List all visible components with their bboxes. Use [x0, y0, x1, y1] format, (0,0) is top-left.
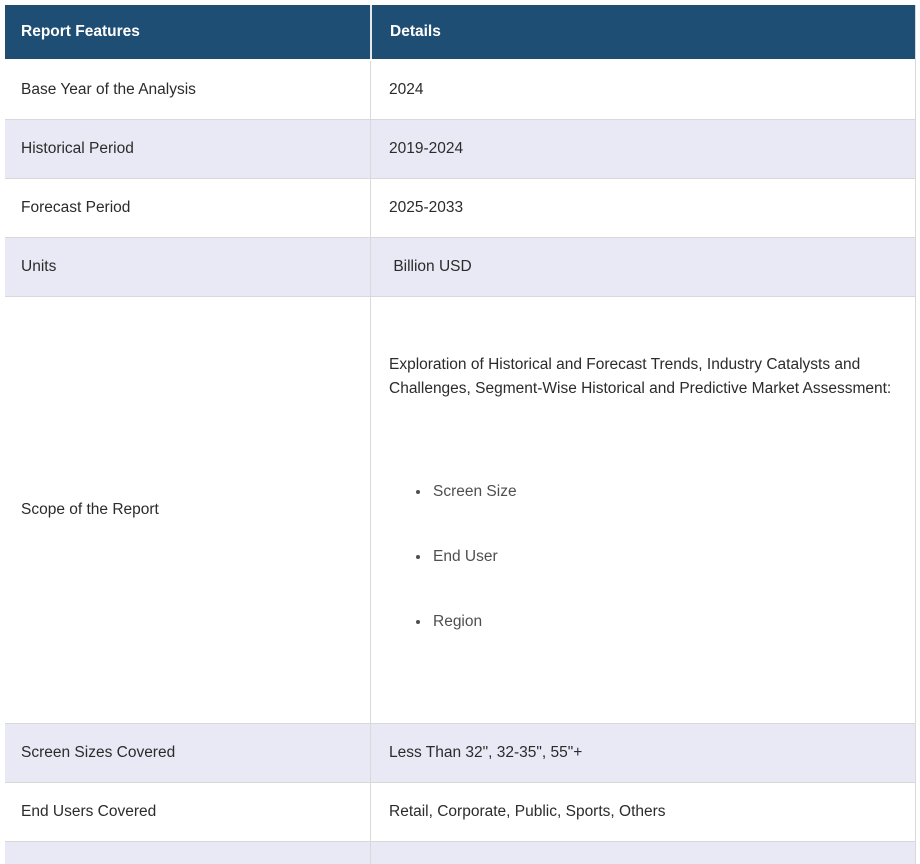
- scope-intro-text: Exploration of Historical and Forecast T…: [389, 356, 892, 398]
- feature-cell: Scope of the Report: [21, 501, 159, 519]
- table-header-row: Report Features Details: [5, 5, 915, 61]
- details-cell: Exploration of Historical and Forecast T…: [370, 297, 915, 724]
- feature-cell: Forecast Period: [21, 199, 131, 216]
- table-row: End Users Covered Retail, Corporate, Pub…: [5, 783, 915, 843]
- details-cell: 2025-2033: [370, 179, 915, 237]
- feature-cell: Screen Sizes Covered: [21, 744, 176, 762]
- scope-list-item: Screen Size: [431, 483, 895, 501]
- details-cell: 2019-2024: [370, 120, 915, 178]
- report-features-table: Report Features Details Base Year of the…: [5, 5, 916, 864]
- header-report-features: Report Features: [21, 23, 140, 40]
- details-cell: [370, 842, 915, 864]
- details-cell: Less Than 32", 32-35", 55"+: [370, 724, 915, 783]
- header-details: Details: [370, 5, 915, 59]
- feature-cell: Units: [21, 258, 57, 275]
- table-row-clipped: [5, 842, 915, 864]
- table-row: Screen Sizes Covered Less Than 32", 32-3…: [5, 724, 915, 784]
- scope-list-item: End User: [431, 548, 895, 566]
- details-cell: 2024: [370, 61, 915, 119]
- table-row: Base Year of the Analysis 2024: [5, 61, 915, 120]
- table-row: Historical Period 2019-2024: [5, 120, 915, 179]
- details-cell: Billion USD: [370, 238, 915, 296]
- feature-cell: End Users Covered: [21, 803, 157, 821]
- feature-cell: Historical Period: [21, 140, 134, 157]
- scope-list-item: Region: [431, 613, 895, 631]
- feature-cell: [5, 842, 370, 864]
- table-row-scope: Scope of the Report Exploration of Histo…: [5, 297, 915, 725]
- table-row: Forecast Period 2025-2033: [5, 179, 915, 238]
- table-row: Units Billion USD: [5, 238, 915, 297]
- details-cell: Retail, Corporate, Public, Sports, Other…: [370, 783, 915, 842]
- feature-cell: Base Year of the Analysis: [21, 81, 196, 98]
- scope-bullet-list: Screen Size End User Region: [389, 447, 895, 667]
